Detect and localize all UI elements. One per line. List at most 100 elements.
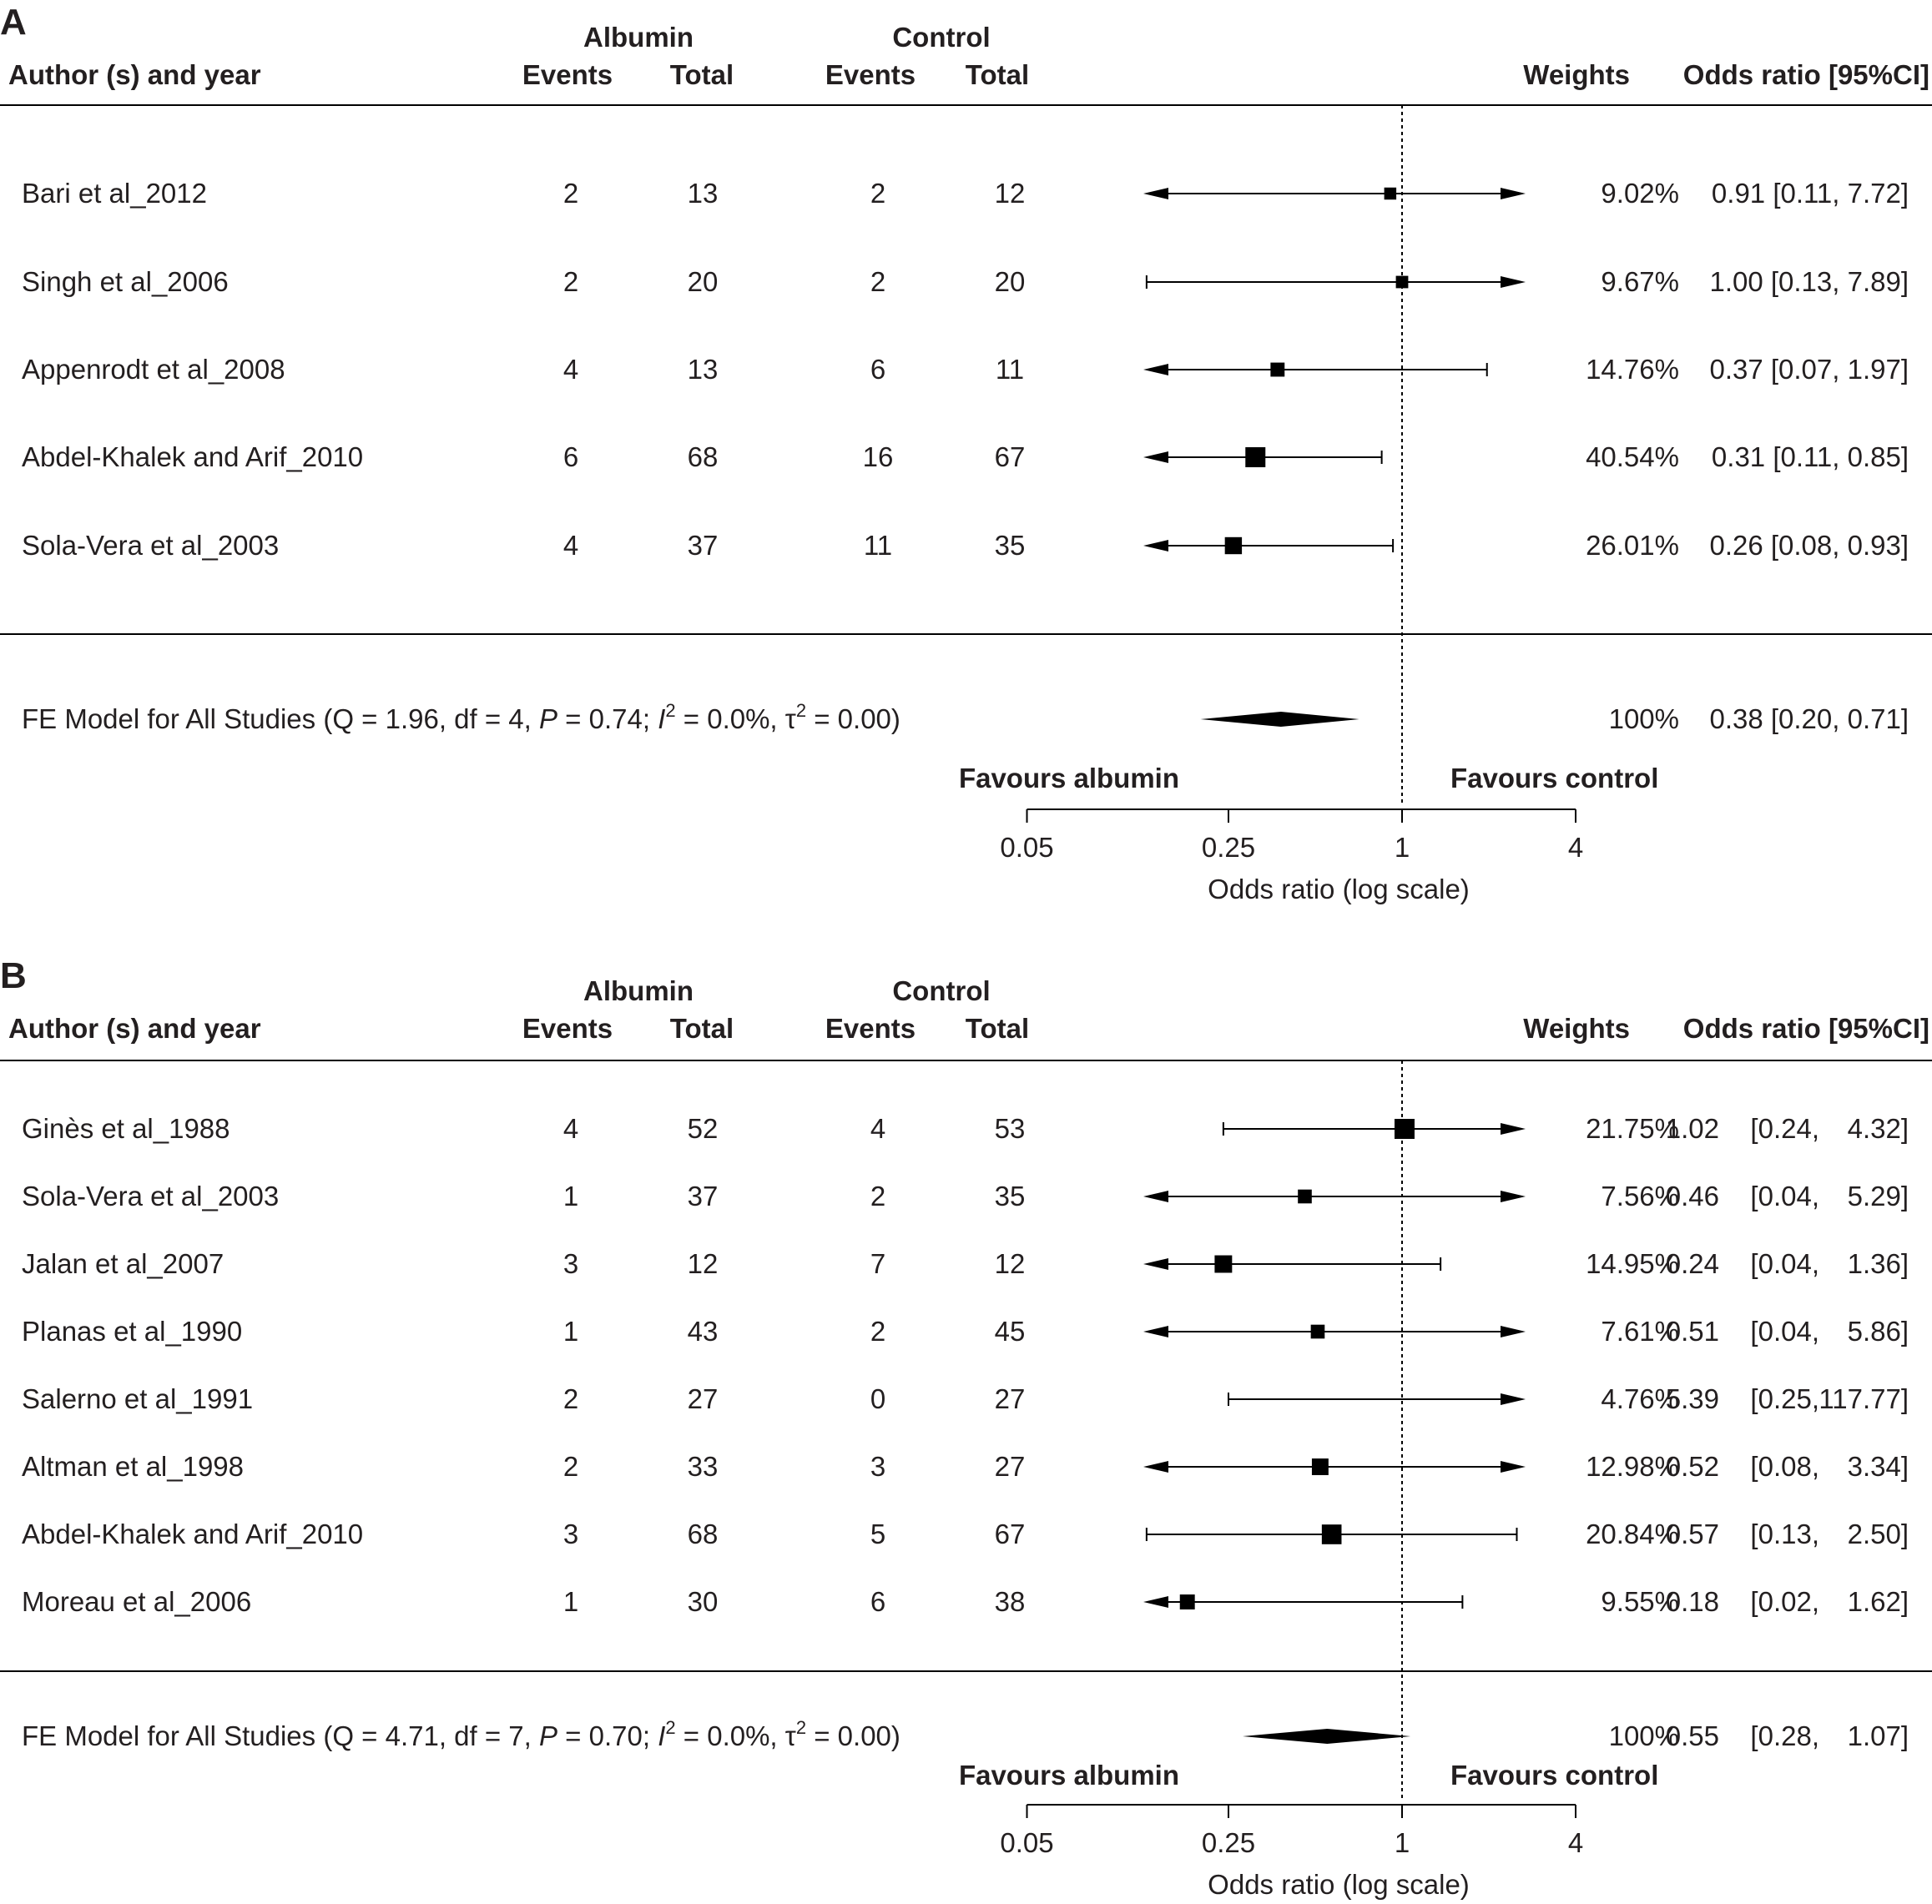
panel-label: A — [0, 2, 27, 43]
albumin-events: 2 — [563, 1451, 578, 1482]
summary-weight: 100% — [1609, 703, 1679, 734]
point-estimate — [1310, 1324, 1325, 1339]
study-or-ci: 0.26 [0.08, 0.93] — [1709, 530, 1909, 561]
study-name: Salerno et al_1991 — [22, 1383, 253, 1414]
study-or-value: 0.46 — [1666, 1181, 1719, 1211]
study-weight: 14.76% — [1586, 354, 1679, 385]
albumin-total: 68 — [688, 441, 719, 472]
x-axis-label: Odds ratio (log scale) — [1208, 1869, 1470, 1900]
summary-diamond — [1243, 1729, 1411, 1744]
study-ci-lower: [0.04, — [1750, 1316, 1819, 1347]
control-total: 67 — [995, 1519, 1026, 1549]
ci-arrow-left — [1143, 1191, 1168, 1202]
control-events: 5 — [870, 1519, 885, 1549]
study-ci-lower: [0.02, — [1750, 1586, 1819, 1617]
albumin-events: 2 — [563, 178, 578, 209]
control-total: 53 — [995, 1113, 1026, 1144]
point-estimate — [1270, 362, 1285, 377]
header-odds-ratio: Odds ratio [95%CI] — [1683, 1013, 1929, 1044]
study-ci-upper: 4.32] — [1848, 1113, 1909, 1144]
study-row: Ginès et al_1988 4 52 4 53 21.75%1.02 [0.24, 4.… — [22, 1113, 1909, 1144]
study-name: Abdel-Khalek and Arif_2010 — [22, 1519, 363, 1549]
study-row: Sola-Vera et al_2003 1 37 2 35 7.56%0.46 [0.04… — [22, 1181, 1909, 1211]
study-row: Altman et al_1998 2 33 3 27 12.98%0.52 [0.08, 3… — [22, 1451, 1909, 1482]
albumin-events: 4 — [563, 1113, 578, 1144]
control-total: 38 — [995, 1586, 1026, 1617]
header-albumin: Albumin — [583, 975, 694, 1006]
summary-tau-symbol: τ — [785, 1720, 796, 1751]
control-total: 35 — [995, 530, 1026, 561]
point-estimate — [1224, 536, 1243, 555]
study-or-value: 0.52 — [1666, 1451, 1719, 1482]
header-author-year: Author (s) and year — [8, 59, 261, 90]
header-weights: Weights — [1523, 1013, 1630, 1044]
albumin-events: 2 — [563, 1383, 578, 1414]
albumin-total: 37 — [688, 1181, 719, 1211]
albumin-total: 30 — [688, 1586, 719, 1617]
summary-label-text: FE Model for All Studies (Q = 1.96, df =… — [22, 703, 539, 734]
study-ci-upper: 117.77] — [1819, 1383, 1909, 1414]
study-name: Sola-Vera et al_2003 — [22, 1181, 279, 1211]
summary-weight: 100% — [1609, 1720, 1679, 1751]
ci-arrow-right — [1501, 276, 1526, 288]
study-weight: 26.01% — [1586, 530, 1679, 561]
study-row: Planas et al_1990 1 43 2 45 7.61%0.51 [0.04, 5.… — [22, 1316, 1909, 1347]
ci-arrow-right — [1501, 1393, 1526, 1405]
point-estimate — [1384, 187, 1397, 200]
albumin-events: 4 — [563, 354, 578, 385]
panel-label: B — [0, 955, 27, 996]
summary-row: FE Model for All Studies (Q = 1.96, df =… — [22, 700, 1909, 734]
summary-tau-value: = 0.00) — [806, 703, 900, 734]
albumin-total: 12 — [688, 1248, 719, 1279]
study-ci-upper: 2.50] — [1848, 1519, 1909, 1549]
point-estimate — [1245, 447, 1266, 467]
header-control-total: Total — [966, 1013, 1029, 1044]
header-author-year: Author (s) and year — [8, 1013, 261, 1044]
control-events: 7 — [870, 1248, 885, 1279]
study-weight: 12.98% — [1586, 1451, 1679, 1482]
study-name: Planas et al_1990 — [22, 1316, 242, 1347]
ci-arrow-left — [1143, 451, 1168, 463]
ci-arrow-left — [1143, 364, 1168, 375]
study-or-ci: 1.00 [0.13, 7.89] — [1709, 266, 1909, 297]
summary-or-ci: 0.38 [0.20, 0.71] — [1709, 703, 1909, 734]
summary-i-value: = 0.0%, — [676, 1720, 785, 1751]
header-control: Control — [892, 22, 990, 53]
control-total: 12 — [995, 178, 1026, 209]
header-albumin-events: Events — [522, 59, 613, 90]
control-events: 6 — [870, 354, 885, 385]
x-tick-label: 4 — [1568, 1827, 1583, 1858]
study-row: Singh et al_2006 2 20 2 20 9.67% 1.00 [0.13, 7… — [22, 266, 1909, 297]
summary-i-superscript: 2 — [665, 700, 675, 721]
study-weight: 40.54% — [1586, 441, 1679, 472]
study-or-value: 0.51 — [1666, 1316, 1719, 1347]
study-name: Appenrodt et al_2008 — [22, 354, 285, 385]
forest-panel-a: A Albumin Control Author (s) and year Events… — [0, 2, 1932, 904]
ci-arrow-right — [1501, 1326, 1526, 1337]
control-events: 6 — [870, 1586, 885, 1617]
control-events: 16 — [863, 441, 894, 472]
study-or-ci: 0.91 [0.11, 7.72] — [1712, 178, 1909, 209]
x-tick-label: 1 — [1395, 832, 1410, 863]
albumin-total: 37 — [688, 530, 719, 561]
x-tick-label: 0.25 — [1202, 1827, 1255, 1858]
albumin-events: 3 — [563, 1519, 578, 1549]
albumin-total: 52 — [688, 1113, 719, 1144]
study-name: Abdel-Khalek and Arif_2010 — [22, 441, 363, 472]
study-weight: 20.84% — [1586, 1519, 1679, 1549]
summary-i-value: = 0.0%, — [676, 703, 785, 734]
study-row: Abdel-Khalek and Arif_2010 6 68 16 67 40.54% 0… — [22, 441, 1909, 472]
header-control: Control — [892, 975, 990, 1006]
albumin-total: 27 — [688, 1383, 719, 1414]
summary-p-value: = 0.74; — [557, 703, 658, 734]
control-total: 12 — [995, 1248, 1026, 1279]
study-ci-lower: [0.25, — [1750, 1383, 1819, 1414]
header-odds-ratio: Odds ratio [95%CI] — [1683, 59, 1929, 90]
albumin-total: 68 — [688, 1519, 719, 1549]
summary-ci-upper: 1.07] — [1848, 1720, 1909, 1751]
point-estimate — [1321, 1524, 1342, 1544]
summary-label-text: FE Model for All Studies (Q = 4.71, df =… — [22, 1720, 539, 1751]
study-or-value: 5.39 — [1666, 1383, 1719, 1414]
x-tick-label: 0.05 — [1000, 1827, 1053, 1858]
